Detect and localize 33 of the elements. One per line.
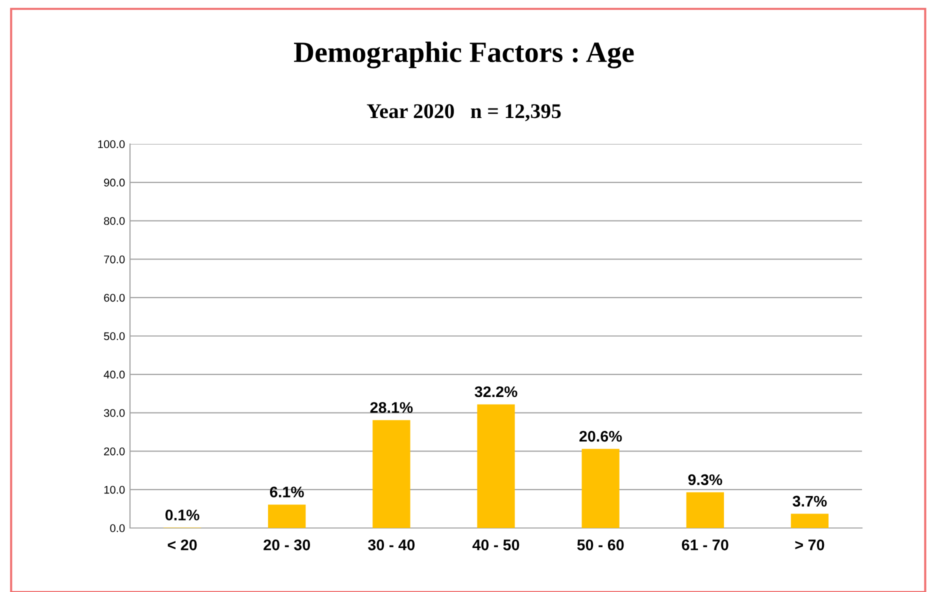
x-tick-label: 30 - 40 — [368, 540, 415, 550]
y-tick-label: 80.0 — [104, 217, 125, 225]
y-tick-label: 50.0 — [104, 332, 125, 340]
data-label: 28.1% — [370, 402, 413, 413]
data-label: 6.1% — [270, 486, 304, 498]
y-tick-label: 60.0 — [104, 294, 125, 302]
bar — [790, 514, 829, 528]
x-tick-label: < 20 — [168, 540, 197, 550]
y-tick-label: 70.0 — [104, 255, 125, 264]
y-tick-label: 90.0 — [104, 178, 125, 187]
chart-subtitle: Year 2020 n = 12,395 — [366, 104, 561, 122]
bar — [686, 492, 724, 528]
data-label: 20.6% — [579, 430, 622, 442]
bar — [582, 448, 620, 528]
x-tick-label: 20 - 30 — [264, 540, 310, 550]
y-tick-label: 30.0 — [104, 409, 125, 417]
bar — [477, 404, 515, 528]
data-label: 32.2% — [474, 386, 518, 398]
data-label: 9.3% — [688, 474, 722, 486]
data-label: 0.1% — [165, 510, 200, 520]
x-tick-label: 61 - 70 — [682, 540, 728, 550]
x-tick-label: > 70 — [795, 540, 824, 550]
data-label: 3.7% — [792, 496, 827, 507]
y-tick-label: 0.0 — [110, 524, 125, 532]
y-tick-label: 20.0 — [104, 447, 125, 456]
chart-title: Demographic Factors : Age — [294, 42, 634, 68]
bar — [372, 420, 410, 528]
y-tick-label: 10.0 — [104, 486, 125, 494]
y-tick-label: 40.0 — [104, 370, 125, 379]
x-tick-label: 50 - 60 — [577, 540, 624, 550]
y-tick-label: 100.0 — [98, 140, 125, 148]
bar — [268, 504, 306, 528]
x-tick-label: 40 - 50 — [472, 540, 520, 550]
